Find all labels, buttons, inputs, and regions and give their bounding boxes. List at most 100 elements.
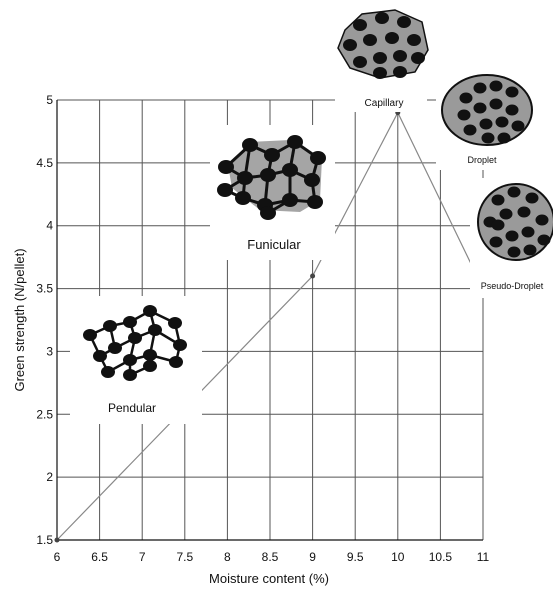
particle — [511, 120, 525, 132]
particle — [264, 148, 280, 162]
particle — [375, 12, 389, 24]
particle — [537, 234, 551, 246]
particle — [287, 135, 303, 149]
x-tick-label: 8.5 — [262, 550, 279, 564]
x-tick-label: 10 — [391, 550, 405, 564]
particle — [282, 163, 298, 177]
particle — [353, 19, 367, 31]
data-point — [54, 537, 60, 543]
particle — [457, 109, 471, 121]
x-tick-label: 6.5 — [91, 550, 108, 564]
y-tick-label: 4.5 — [36, 156, 53, 170]
particle — [143, 349, 157, 361]
particle — [495, 116, 509, 128]
particle — [521, 226, 535, 238]
particle — [93, 350, 107, 362]
pseudo-droplet-label: Pseudo-Droplet — [481, 281, 544, 291]
particle — [173, 339, 187, 351]
pseudo-droplet-illustration: Pseudo-Droplet — [470, 178, 553, 298]
particle — [237, 171, 253, 185]
particle — [523, 244, 537, 256]
particle — [148, 324, 162, 336]
particle — [489, 236, 503, 248]
particle — [491, 194, 505, 206]
particle — [123, 354, 137, 366]
particle — [235, 191, 251, 205]
data-point — [310, 273, 316, 279]
particle — [260, 168, 276, 182]
particle — [143, 305, 157, 317]
y-tick-label: 4 — [46, 219, 53, 233]
particle — [481, 132, 495, 144]
particle — [407, 34, 421, 46]
y-tick-label: 2.5 — [36, 407, 53, 421]
particle — [101, 366, 115, 378]
pendular-illustration: Pendular — [70, 296, 202, 424]
particle — [479, 118, 493, 130]
x-tick-label: 10.5 — [429, 550, 453, 564]
particle — [123, 316, 137, 328]
particle — [310, 151, 326, 165]
particle — [103, 320, 117, 332]
particle — [535, 214, 549, 226]
capillary-label: Capillary — [365, 98, 404, 109]
y-tick-labels: 1.5 2 2.5 3 3.5 4 4.5 5 — [36, 93, 53, 547]
particle — [260, 206, 276, 220]
y-axis-label: Green strength (N/pellet) — [12, 248, 27, 391]
axes — [56, 100, 483, 541]
particle — [343, 39, 357, 51]
particle — [411, 52, 425, 64]
particle — [393, 50, 407, 62]
x-tick-label: 7.5 — [176, 550, 193, 564]
capillary-illustration: Capillary — [335, 5, 429, 112]
particle — [108, 342, 122, 354]
particle — [353, 56, 367, 68]
particle — [242, 138, 258, 152]
particle — [507, 186, 521, 198]
x-tick-label: 6 — [54, 550, 61, 564]
x-tick-label: 9 — [309, 550, 316, 564]
particle — [363, 34, 377, 46]
particle — [373, 67, 387, 79]
y-tick-label: 1.5 — [36, 533, 53, 547]
particle — [385, 32, 399, 44]
particle — [143, 360, 157, 372]
particle — [497, 132, 511, 144]
particle — [473, 102, 487, 114]
particle — [373, 52, 387, 64]
x-tick-label: 9.5 — [347, 550, 364, 564]
particle — [282, 193, 298, 207]
particle — [517, 206, 531, 218]
particle — [505, 86, 519, 98]
particle — [489, 80, 503, 92]
y-tick-label: 3.5 — [36, 282, 53, 296]
x-tick-labels: 6 6.5 7 7.5 8 8.5 9 9.5 10 10.5 11 — [54, 550, 490, 564]
funicular-illustration: Funicular — [210, 125, 335, 260]
particle — [473, 82, 487, 94]
particle — [83, 329, 97, 341]
x-axis-label: Moisture content (%) — [209, 571, 329, 586]
y-tick-label: 5 — [46, 93, 53, 107]
particle — [304, 173, 320, 187]
x-tick-label: 8 — [224, 550, 231, 564]
droplet-illustration: Droplet — [436, 72, 538, 170]
particle — [507, 246, 521, 258]
particle — [217, 183, 233, 197]
droplet-label: Droplet — [467, 155, 497, 165]
particle — [128, 332, 142, 344]
particle — [463, 124, 477, 136]
particle — [505, 104, 519, 116]
y-tick-label: 2 — [46, 470, 53, 484]
x-tick-label: 11 — [477, 550, 490, 564]
particle — [499, 208, 513, 220]
particle — [168, 317, 182, 329]
particle — [525, 192, 539, 204]
particle — [505, 230, 519, 242]
x-tick-label: 7 — [139, 550, 146, 564]
particle — [489, 98, 503, 110]
pendular-label: Pendular — [108, 401, 156, 415]
particle — [123, 369, 137, 381]
particle — [218, 160, 234, 174]
y-tick-label: 3 — [46, 344, 53, 358]
